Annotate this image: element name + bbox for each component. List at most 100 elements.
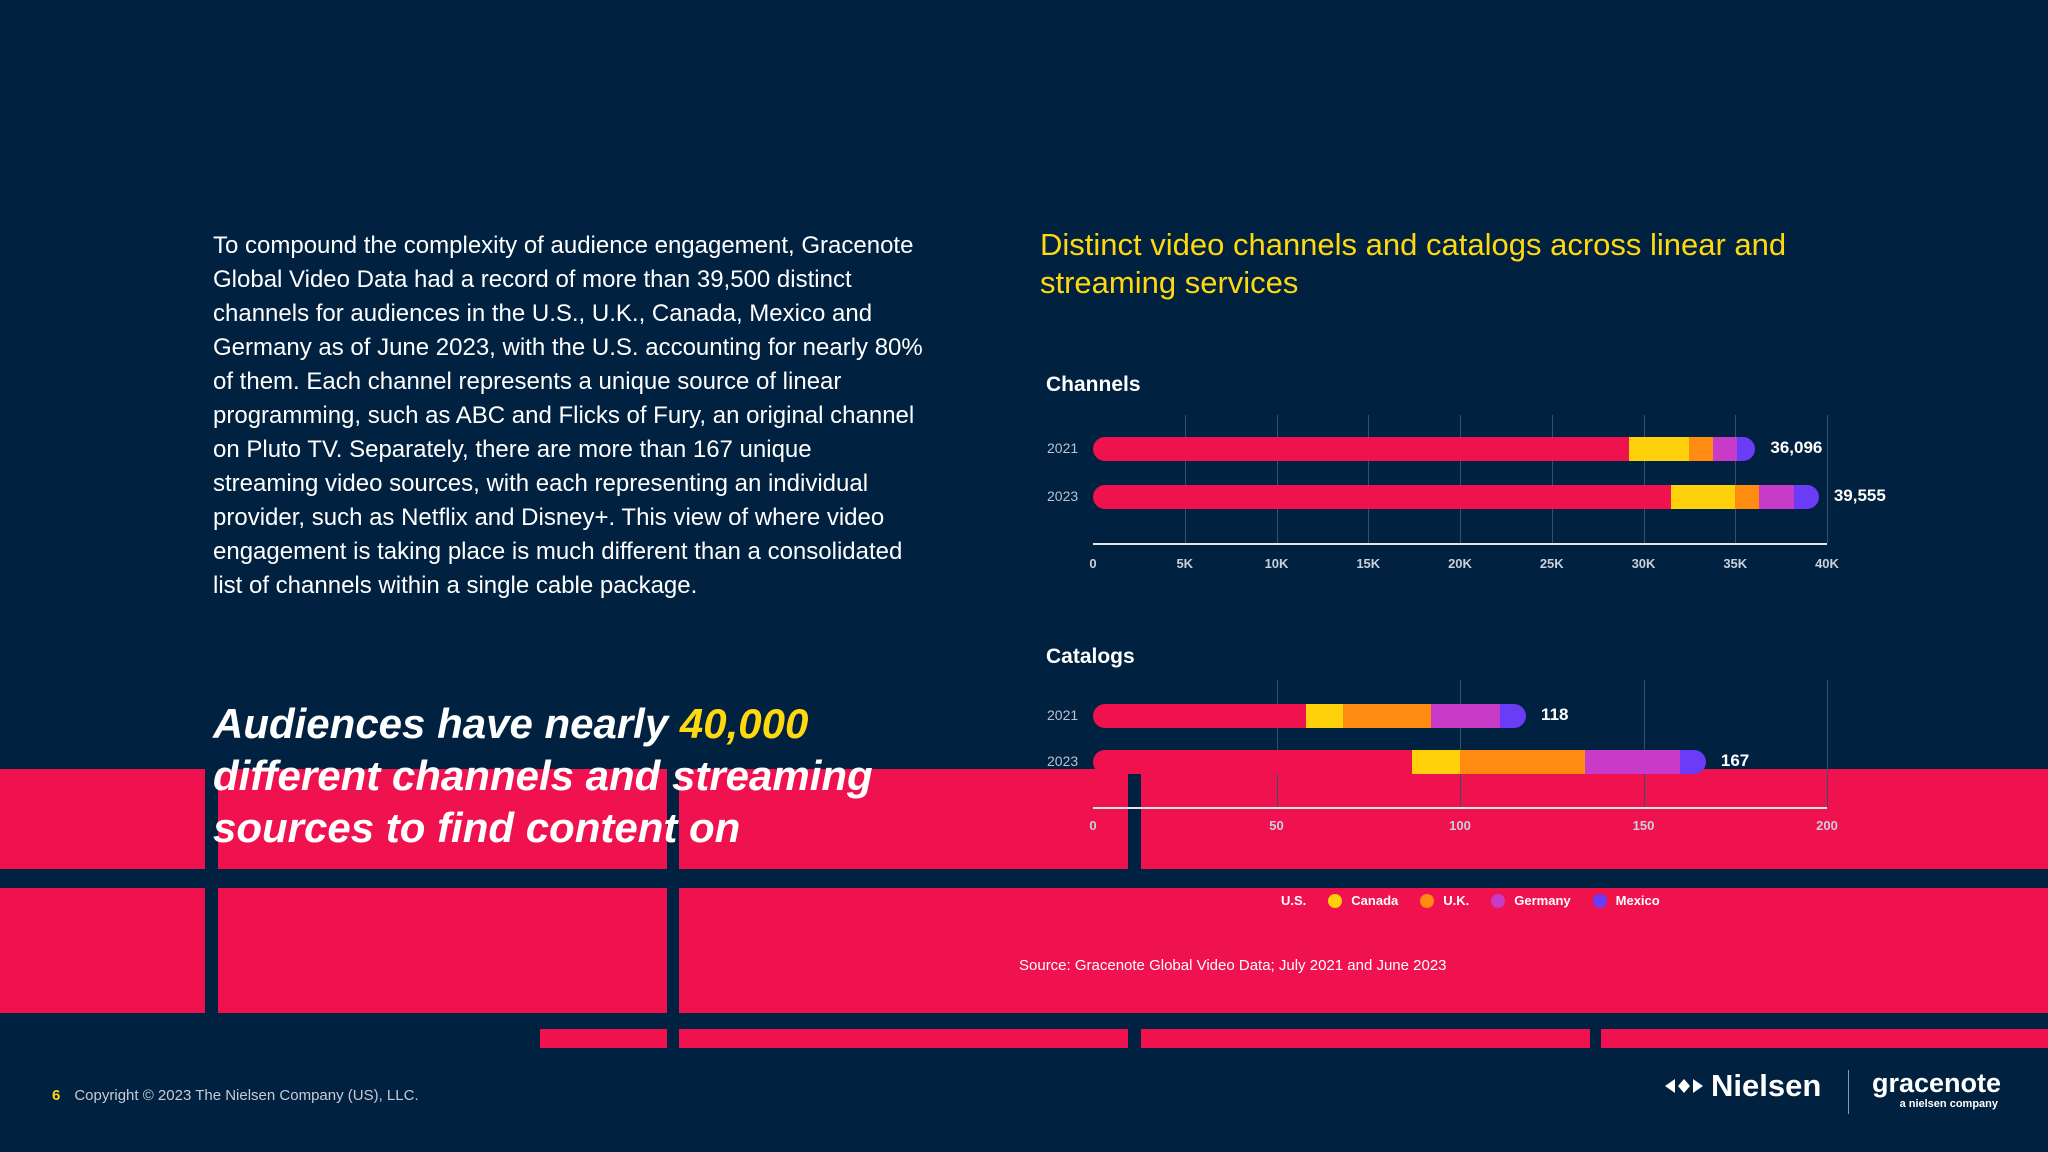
gracenote-tagline: a nielsen company	[1899, 1098, 1998, 1110]
bar-segment-germany	[1759, 485, 1794, 509]
gridline	[1460, 415, 1461, 543]
gridline	[1460, 680, 1461, 807]
x-tick-label: 15K	[1356, 556, 1381, 571]
decor-block	[1141, 769, 2048, 869]
bar-segment-germany	[1430, 704, 1501, 728]
bar-segment-canada	[1305, 704, 1343, 728]
bar-segment-us	[1093, 437, 1629, 461]
chart-section-label: Channels	[1046, 373, 1141, 396]
legend-item: Canada	[1328, 893, 1398, 908]
bar-segment-mexico	[1680, 750, 1706, 774]
x-tick-label: 50	[1269, 818, 1284, 833]
bar-segment-canada	[1628, 437, 1690, 461]
bar-segment-germany	[1584, 750, 1681, 774]
x-tick-label: 40K	[1815, 556, 1839, 571]
decor-strip	[540, 1029, 667, 1048]
gracenote-logo-text: gracenote	[1872, 1068, 2002, 1098]
nielsen-logo-text: Nielsen	[1711, 1068, 1822, 1103]
legend-item: Mexico	[1592, 893, 1660, 908]
bar-segment-uk	[1735, 485, 1760, 509]
x-axis-line	[1093, 543, 1827, 545]
pull-quote-highlight: 40,000	[679, 700, 809, 747]
chart-title: Distinct video channels and catalogs acr…	[1040, 227, 1787, 300]
decor-block	[218, 888, 667, 1013]
bar-segment-us	[1093, 485, 1672, 509]
stacked-bar	[1093, 485, 1819, 509]
x-tick-label: 0	[1089, 556, 1097, 571]
bar-segment-uk	[1459, 750, 1585, 774]
bar-segment-uk	[1342, 704, 1431, 728]
stacked-bar	[1093, 704, 1526, 728]
chart-section-label: Catalogs	[1046, 645, 1135, 668]
gridline	[1368, 415, 1370, 543]
legend-swatch	[1592, 893, 1607, 908]
gridline	[1551, 415, 1553, 543]
bar-segment-mexico	[1737, 437, 1756, 461]
gridline	[1276, 680, 1278, 807]
x-tick-label: 100	[1449, 818, 1471, 833]
x-tick-label: 30K	[1631, 556, 1656, 571]
legend-item: Germany	[1491, 893, 1571, 908]
nielsen-logo: Nielsen	[1665, 1068, 1821, 1104]
legend-label: U.K.	[1443, 893, 1470, 908]
gridline	[1276, 415, 1278, 543]
bar-total-label: 39,555	[1833, 486, 1886, 505]
legend-label: Mexico	[1615, 893, 1660, 908]
pull-quote-tail: different channels and streaming sources…	[213, 752, 873, 851]
legend-label: Germany	[1514, 893, 1571, 908]
bar-segment-canada	[1412, 750, 1460, 774]
y-category-label: 2023	[1047, 753, 1079, 769]
gridline	[1735, 415, 1737, 543]
gridline	[1827, 415, 1828, 543]
x-axis-line	[1093, 807, 1827, 809]
legend-item: U.S.	[1258, 893, 1306, 908]
source-note: Source: Gracenote Global Video Data; Jul…	[1019, 957, 1447, 974]
decor-bar	[1129, 777, 1141, 869]
decor-strip	[679, 1029, 1128, 1048]
legend-item: U.K.	[1420, 893, 1469, 908]
pull-quote-lead: Audiences have nearly	[213, 700, 680, 747]
legend-swatch	[1328, 893, 1343, 908]
bar-segment-canada	[1671, 485, 1736, 509]
bar-segment-mexico	[1500, 704, 1526, 728]
x-tick-label: 20K	[1448, 556, 1472, 571]
x-tick-label: 0	[1089, 818, 1097, 833]
chart-legend: U.S. Canada U.K. Germany Mexico	[1258, 893, 1660, 908]
x-tick-label: 10K	[1264, 556, 1289, 571]
gracenote-logo: gracenote a nielsen company	[1872, 1068, 2002, 1110]
stacked-bar	[1093, 437, 1756, 461]
copyright-text: Copyright © 2023 The Nielsen Company (US…	[74, 1087, 419, 1104]
nielsen-logo-icon	[1665, 1079, 1703, 1093]
bar-total-label: 36,096	[1770, 438, 1823, 457]
bar-segment-germany	[1713, 437, 1738, 461]
gridline	[1643, 415, 1645, 543]
y-category-label: 2021	[1047, 707, 1079, 723]
bar-segment-us	[1093, 750, 1413, 774]
gridline	[1184, 415, 1186, 543]
x-tick-label: 150	[1632, 818, 1655, 833]
decor-block	[679, 769, 1128, 869]
legend-label: Canada	[1351, 893, 1399, 908]
x-tick-label: 35K	[1723, 556, 1748, 571]
decor-block	[0, 769, 205, 869]
x-tick-label: 25K	[1539, 556, 1564, 571]
bar-segment-us	[1093, 704, 1306, 728]
gridline	[1643, 680, 1645, 807]
decor-block	[0, 888, 205, 1013]
decor-block	[679, 888, 2048, 1013]
y-category-label: 2023	[1047, 488, 1079, 504]
pull-quote: Audiences have nearly 40,000 different c…	[213, 698, 933, 854]
bar-segment-mexico	[1793, 485, 1819, 509]
y-category-label: 2021	[1047, 440, 1079, 456]
legend-swatch	[1420, 893, 1435, 908]
legend-label: U.S.	[1281, 893, 1307, 908]
decor-strip	[1601, 1029, 2048, 1048]
decor-block	[218, 769, 667, 869]
legend-swatch	[1491, 893, 1506, 908]
logo-divider	[1848, 1070, 1849, 1114]
bar-total-label: 167	[1720, 751, 1750, 770]
gridline	[1827, 680, 1828, 807]
page-number: 6	[52, 1087, 61, 1104]
legend-swatch	[1258, 893, 1272, 908]
footer: 6 Copyright © 2023 The Nielsen Company (U…	[52, 1087, 419, 1104]
